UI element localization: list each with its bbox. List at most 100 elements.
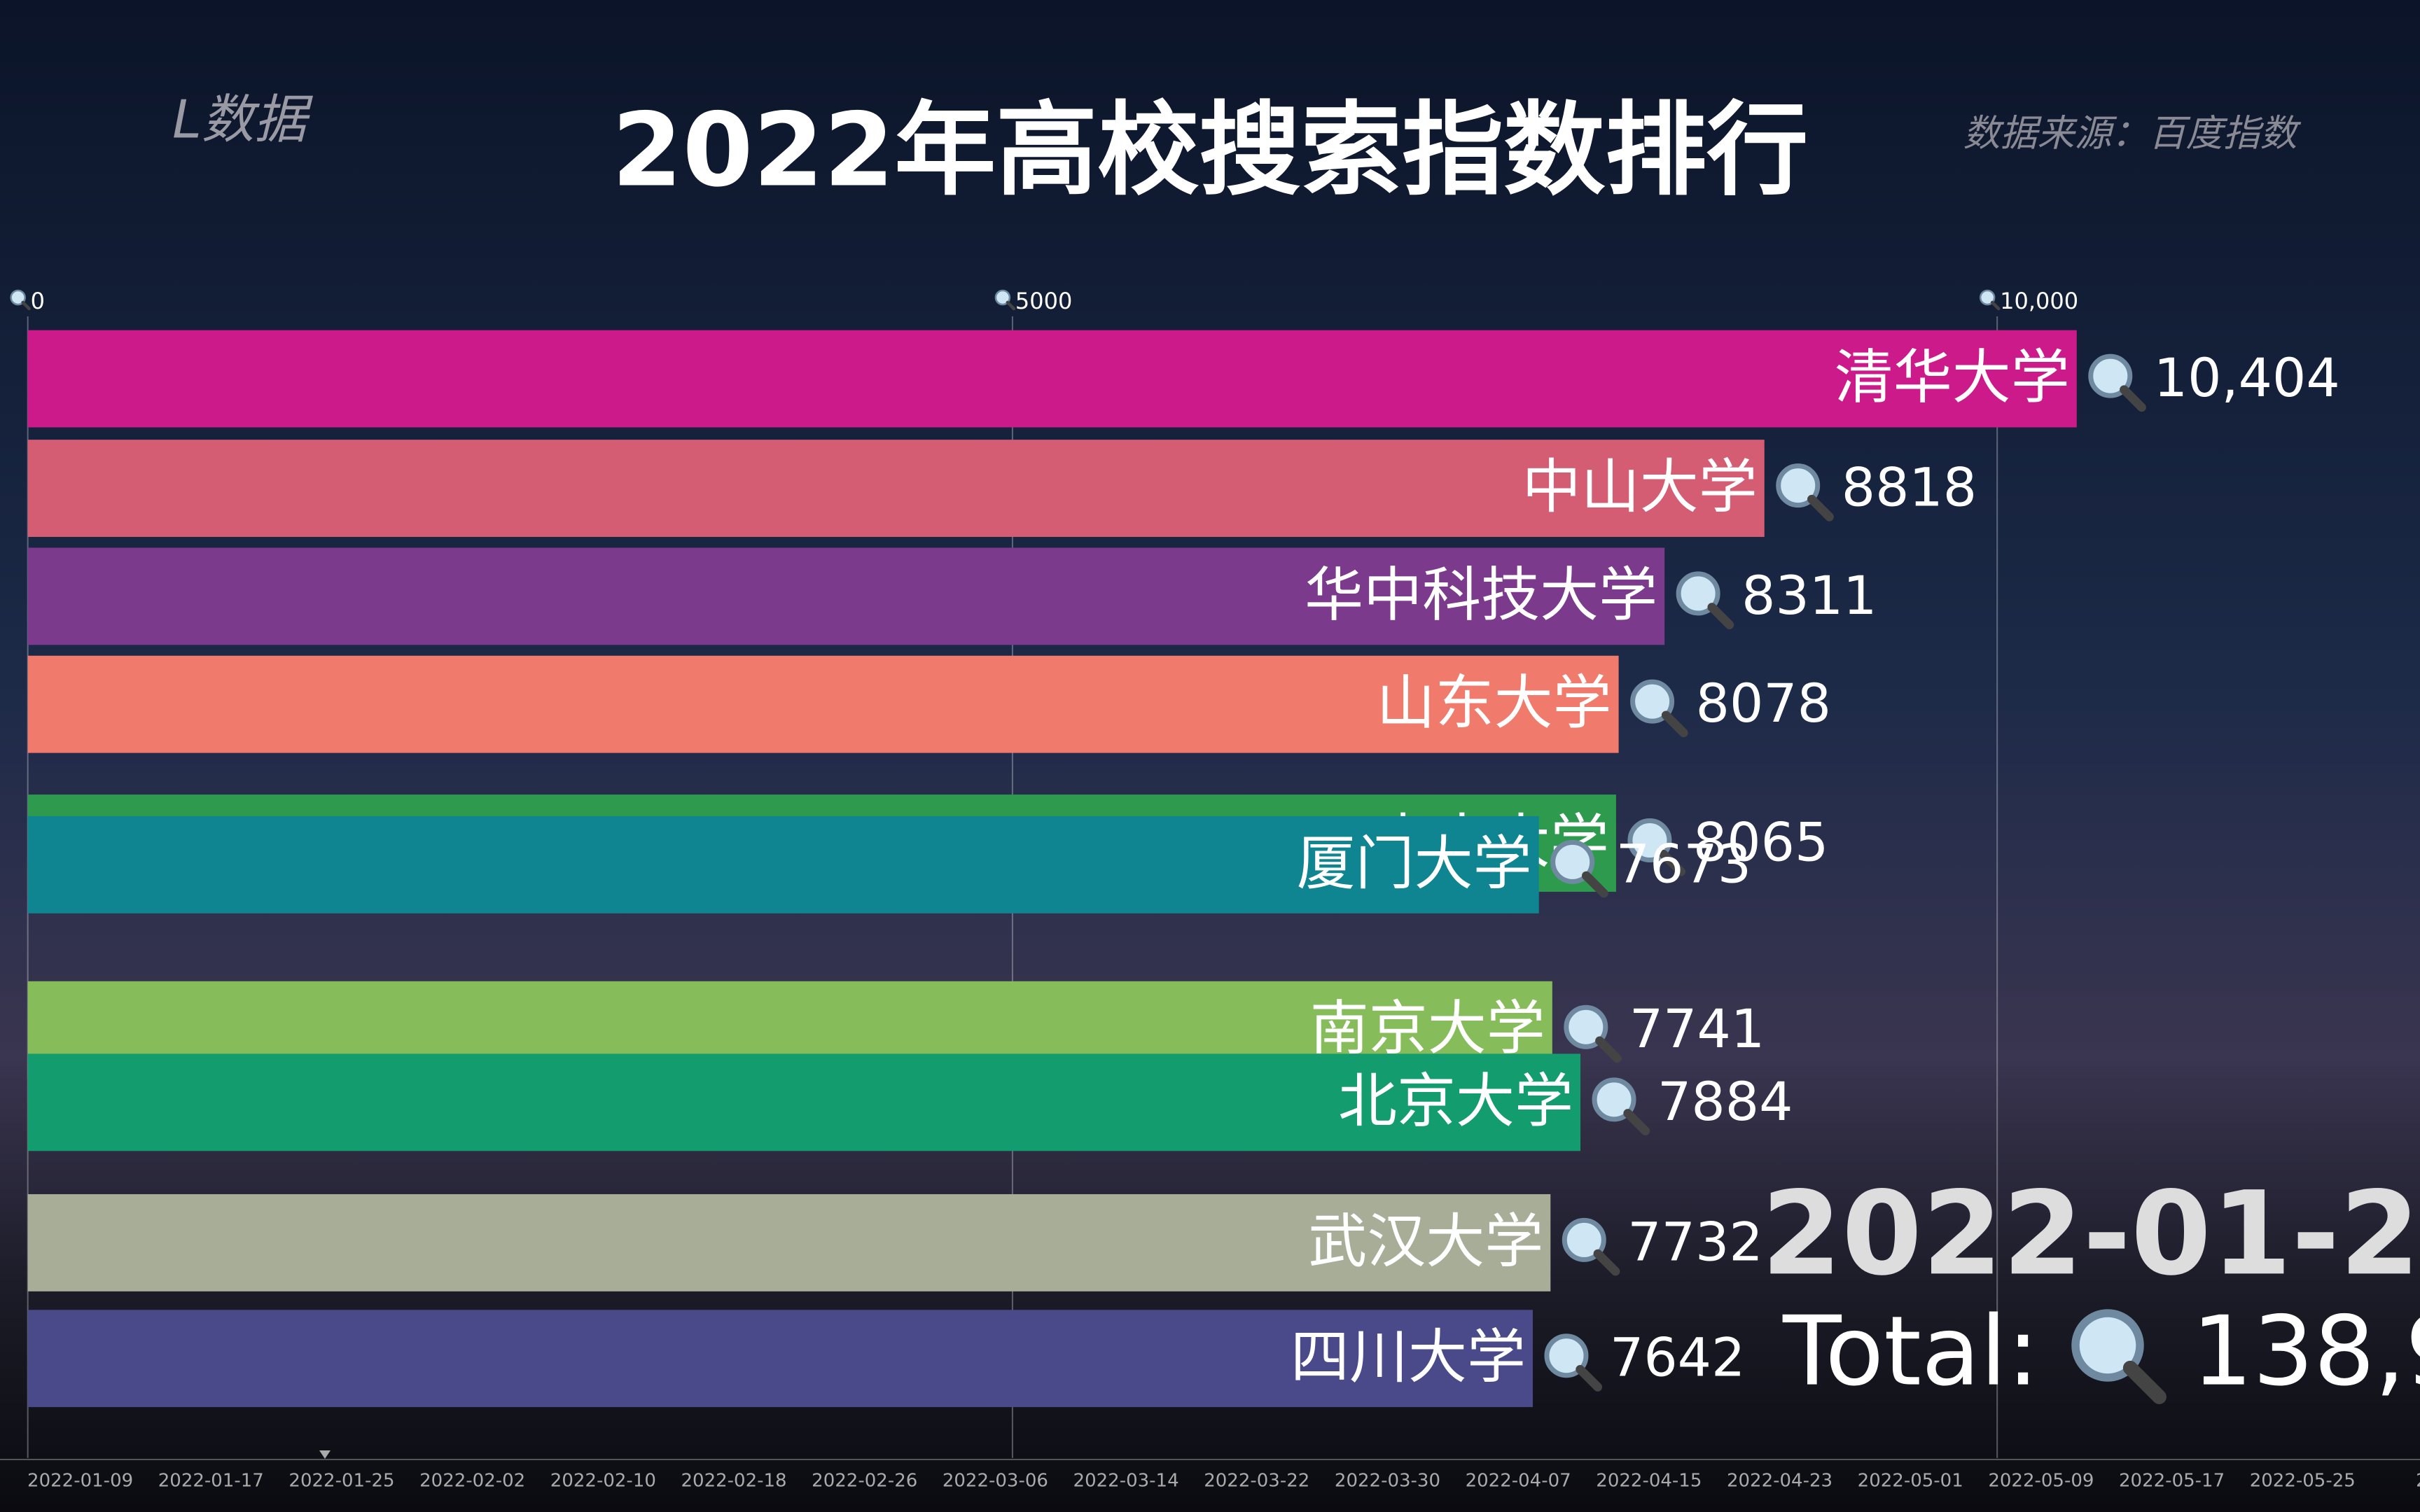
timeline-label: 2022-04-15 — [1596, 1471, 1702, 1492]
icon-handle — [1707, 603, 1734, 629]
bar — [27, 547, 1665, 645]
timeline-label: 2022-02-18 — [681, 1471, 786, 1492]
bar-name: 武汉大学 — [1308, 1207, 1543, 1275]
icon-lens — [1564, 1004, 1608, 1049]
value-label: 7732 — [1627, 1210, 1762, 1273]
source: 数据来源：百度指数 — [1963, 113, 2302, 155]
search-icon — [1544, 1334, 1603, 1392]
timeline-label: 2022-05-09 — [1988, 1471, 2094, 1492]
icon-lens — [1592, 1077, 1636, 1122]
bar-name: 南京大学 — [1310, 994, 1545, 1063]
icon-lens — [1676, 571, 1720, 616]
icon-handle — [1661, 710, 1688, 738]
icon-handle — [1659, 849, 1686, 876]
bar-name: 山东大学 — [1377, 668, 1612, 737]
timeline-label: 2022-04-07 — [1466, 1471, 1571, 1492]
timeline-label: 2022-05-25 — [2250, 1471, 2356, 1492]
value-label: 8065 — [1693, 811, 1828, 874]
timeline-label: 2022-02-10 — [550, 1471, 656, 1492]
icon-lens — [1562, 1217, 1606, 1262]
timeline-pointer — [319, 1450, 331, 1459]
icon-lens — [2088, 354, 2133, 398]
timeline-label: 2022-03-22 — [1204, 1471, 1309, 1492]
search-icon — [2071, 1309, 2167, 1404]
bar-name: 清华大学 — [1835, 343, 2070, 412]
search-icon — [1979, 289, 2001, 311]
x-tick-label: 10,000 — [2000, 288, 2078, 314]
timeline-label: 2022-03-06 — [943, 1471, 1048, 1492]
icon-handle — [1576, 1364, 1603, 1392]
bar — [27, 1310, 1533, 1408]
timeline-label: 2022-01-17 — [158, 1471, 264, 1492]
value-label: 7673 — [1616, 832, 1751, 895]
timeline-label: 2022-05-17 — [2119, 1471, 2225, 1492]
watermark: L数据 — [172, 89, 314, 150]
bar-name: 中山大学 — [1522, 453, 1758, 522]
timeline-label: 202 — [2416, 1471, 2420, 1492]
bar-name: 北京大学 — [1338, 1067, 1573, 1135]
timeline-label: 2022-01-25 — [288, 1471, 394, 1492]
icon-lens — [1544, 1334, 1589, 1378]
search-icon — [1676, 571, 1734, 629]
search-icon — [1550, 839, 1608, 898]
icon-handle — [2122, 1360, 2167, 1404]
search-icon — [994, 289, 1016, 311]
timeline-label: 2022-03-30 — [1335, 1471, 1440, 1492]
search-icon — [1564, 1004, 1622, 1063]
search-icon — [10, 289, 31, 311]
timeline-label: 2022-05-01 — [1858, 1471, 1963, 1492]
search-icon — [1592, 1077, 1650, 1135]
timeline-label: 2022-03-14 — [1073, 1471, 1179, 1492]
icon-handle — [1581, 871, 1608, 898]
timeline-label: 2022-01-09 — [27, 1471, 133, 1492]
icon-handle — [1593, 1249, 1620, 1276]
icon-handle — [1623, 1109, 1650, 1135]
chart-title: 2022年高校搜索指数排行 — [612, 92, 1809, 210]
timeline-label: 2022-04-23 — [1727, 1471, 1833, 1492]
value-label: 7741 — [1629, 997, 1765, 1060]
icon-lens — [1776, 463, 1821, 508]
icon-handle — [1006, 300, 1016, 311]
bar — [27, 1054, 1581, 1152]
total-label: Total: — [1782, 1296, 2039, 1408]
x-tick-label: 5000 — [1015, 288, 1072, 314]
icon-handle — [2120, 385, 2146, 412]
value-label: 7642 — [1610, 1326, 1745, 1389]
bar-name: 华中科技大学 — [1305, 561, 1657, 629]
icon-lens — [2071, 1309, 2144, 1382]
icon-handle — [1990, 300, 2001, 311]
icon-handle — [21, 300, 31, 311]
search-icon — [1627, 818, 1686, 876]
search-icon — [1562, 1217, 1620, 1276]
icon-lens — [1550, 839, 1595, 884]
value-label: 8078 — [1696, 672, 1831, 734]
timeline-label: 2022-02-26 — [812, 1471, 917, 1492]
search-icon — [2088, 354, 2146, 412]
icon-lens — [1627, 818, 1672, 863]
icon-handle — [1595, 1036, 1622, 1063]
value-label: 7884 — [1657, 1070, 1793, 1133]
value-label: 8311 — [1741, 564, 1877, 626]
search-icon — [1630, 679, 1688, 738]
search-icon — [1776, 463, 1834, 522]
x-tick-label: 0 — [31, 288, 45, 314]
timeline-label: 2022-02-02 — [419, 1471, 525, 1492]
bar-name: 四川大学 — [1291, 1323, 1526, 1392]
value-label: 8818 — [1842, 456, 1977, 519]
bar — [27, 816, 1539, 913]
icon-lens — [10, 289, 26, 306]
icon-lens — [1979, 289, 1996, 306]
icon-lens — [1630, 679, 1675, 724]
icon-lens — [994, 289, 1011, 306]
bar — [27, 655, 1619, 753]
date-label: 2022-01-2 — [1761, 1166, 2420, 1301]
total-value: 138,9 — [2192, 1296, 2420, 1408]
bar — [27, 330, 2077, 428]
value-label: 10,404 — [2154, 346, 2340, 409]
bar — [27, 440, 1765, 538]
bar-name: 厦门大学 — [1297, 829, 1532, 897]
bar — [27, 1194, 1551, 1292]
icon-handle — [1807, 494, 1834, 522]
